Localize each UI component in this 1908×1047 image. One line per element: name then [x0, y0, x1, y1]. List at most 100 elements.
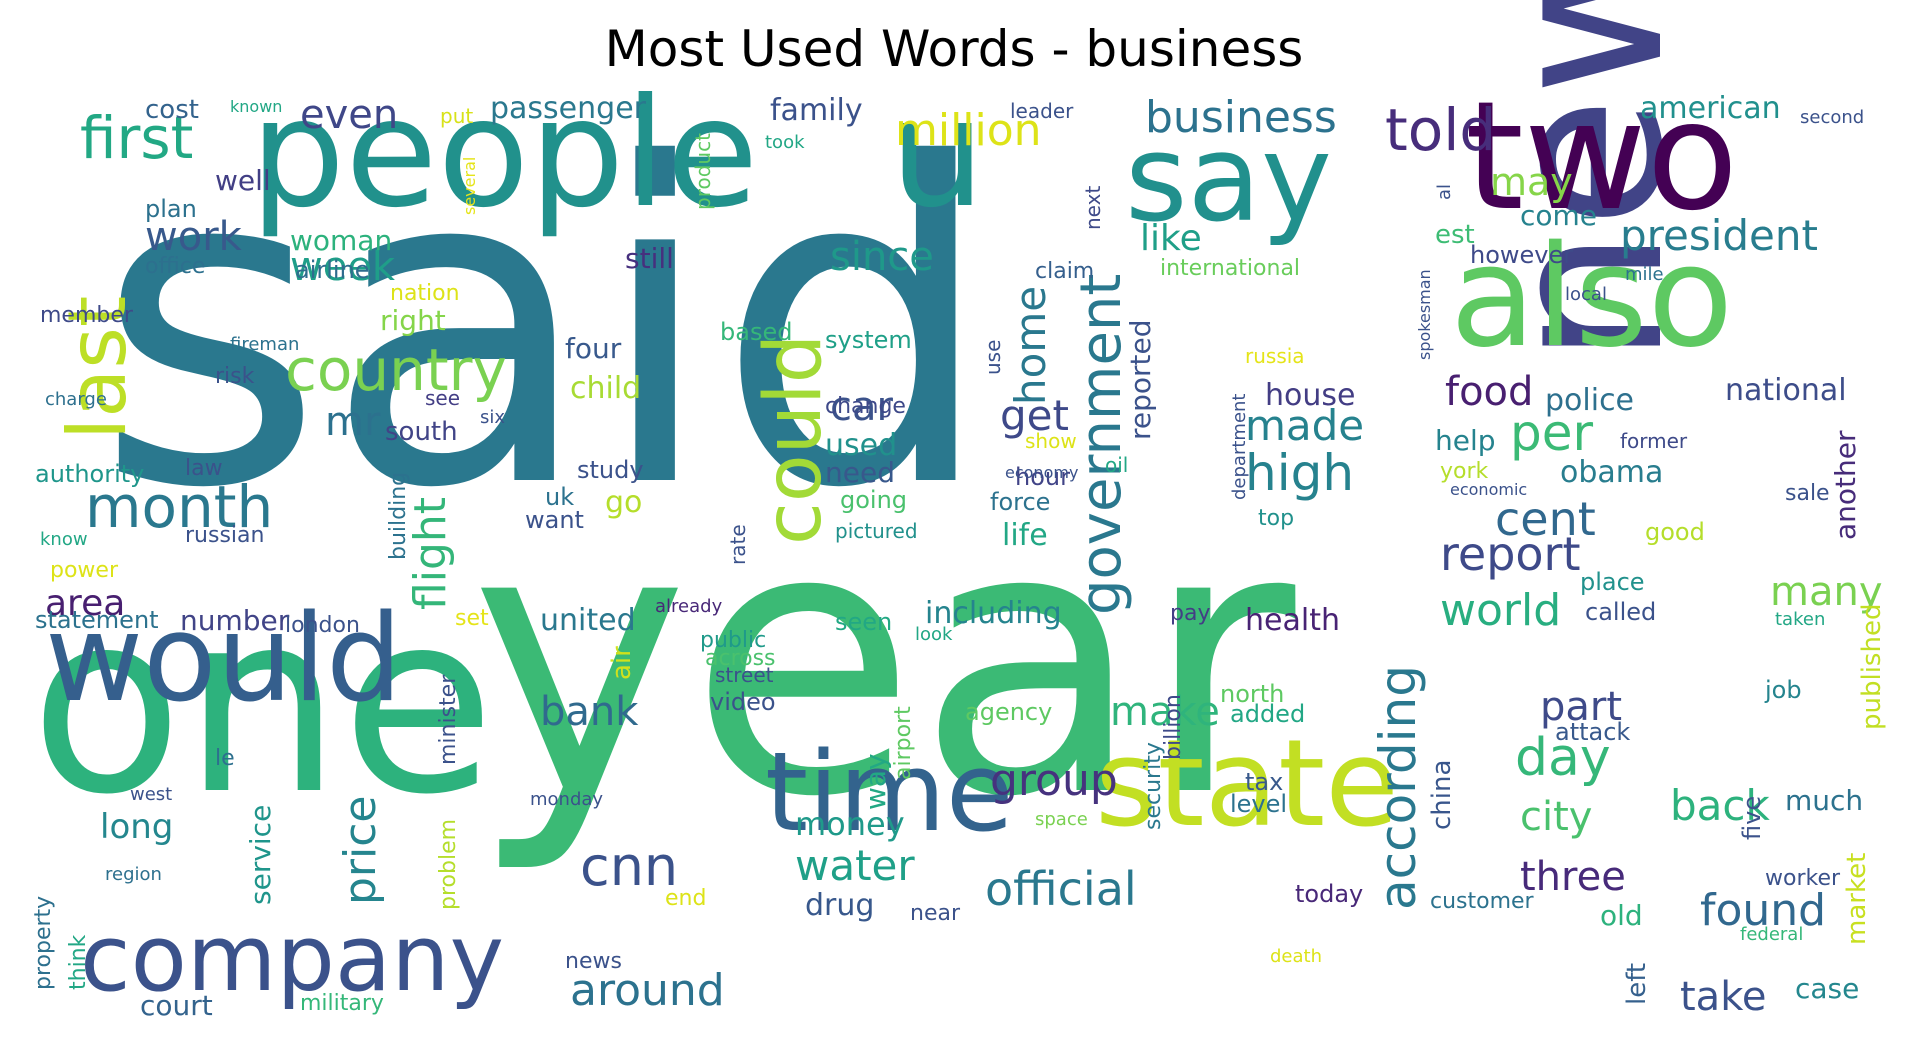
word-even: even [300, 92, 398, 138]
word-pictured: pictured [835, 519, 918, 543]
word-job: job [1764, 676, 1802, 704]
word-united: united [540, 603, 636, 638]
word-come: come [1520, 199, 1597, 232]
word-claim: claim [1035, 259, 1094, 284]
word-business: business [1145, 92, 1337, 143]
word-fireman: fireman [230, 334, 299, 355]
word-six: six [480, 407, 505, 428]
word-still: still [625, 242, 674, 275]
word-pay: pay [1170, 601, 1210, 626]
word-see: see [425, 386, 460, 410]
word-cost: cost [145, 95, 199, 125]
word-al: al [1434, 184, 1455, 200]
word-street: street [715, 663, 774, 687]
word-obama: obama [1560, 455, 1663, 490]
word-said: said [95, 72, 995, 584]
word-people: people [250, 67, 758, 241]
word-across: across [705, 646, 776, 671]
word-however: however [1470, 241, 1573, 269]
word-law: law [185, 456, 223, 481]
word-back: back [1670, 781, 1770, 830]
word-house: house [1265, 378, 1355, 413]
word-already: already [655, 596, 723, 617]
word-est: est [1435, 220, 1475, 250]
word-way: way [859, 753, 892, 810]
word-made: made [1245, 401, 1364, 450]
word-taken: taken [1775, 609, 1825, 630]
word-set: set [455, 606, 489, 631]
word-much: much [1785, 784, 1863, 817]
word-statement: statement [35, 606, 159, 634]
word-known: known [230, 97, 282, 116]
word-left: left [1622, 963, 1652, 1005]
word-today: today [1295, 880, 1363, 908]
word-make: make [1110, 689, 1220, 735]
word-want: want [525, 506, 584, 534]
word-drug: drug [805, 888, 874, 923]
word-region: region [105, 864, 162, 885]
word-took: took [765, 132, 805, 153]
word-department: department [1229, 394, 1250, 501]
word-including: including [925, 596, 1062, 631]
word-city: city [1520, 794, 1592, 840]
word-airline: airline [295, 256, 370, 284]
word-published: published [1857, 604, 1887, 730]
word-called: called [1585, 598, 1656, 626]
word-attack: attack [1555, 718, 1630, 746]
word-agency: agency [965, 698, 1052, 726]
word-work: work [145, 214, 243, 260]
word-also: also [1450, 216, 1733, 379]
chart-title: Most Used Words - business [604, 20, 1304, 78]
word-airport: airport [891, 706, 916, 780]
word-get: get [1000, 391, 1069, 440]
word-cent: cent [1495, 492, 1596, 546]
word-group: group [990, 755, 1118, 806]
word-two: two [1465, 70, 1738, 244]
word-force: force [990, 488, 1050, 516]
word-spokesman: spokesman [1415, 269, 1434, 360]
word-know: know [40, 529, 88, 550]
word-right: right [380, 304, 446, 337]
word-worker: worker [1765, 866, 1841, 891]
word-local: local [1565, 284, 1607, 305]
word-think: think [66, 934, 91, 990]
word-public: public [700, 628, 766, 653]
word-many: many [1770, 569, 1883, 615]
word-told: told [1385, 96, 1496, 164]
word-rate: rate [726, 524, 750, 565]
word-family: family [770, 93, 863, 128]
word-system: system [825, 326, 912, 354]
word-york: york [1440, 459, 1489, 484]
word-added: added [1230, 700, 1305, 728]
word-go: go [605, 485, 642, 520]
word-week: week [290, 244, 396, 290]
word-need: need [825, 456, 895, 489]
word-second: second [1800, 107, 1864, 128]
word-russia: russia [1245, 344, 1305, 368]
word-good: good [1645, 518, 1705, 546]
word-show: show [1025, 429, 1077, 453]
word-international: international [1160, 256, 1300, 281]
word-new: new [1460, 0, 1711, 365]
word-news: news [565, 949, 622, 974]
word-west: west [130, 784, 172, 805]
word-water: water [795, 841, 915, 890]
word-company: company [80, 905, 504, 1012]
word-former: former [1620, 429, 1688, 453]
word-tax: tax [1245, 768, 1283, 796]
word-month: month [85, 473, 273, 541]
word-country: country [285, 336, 507, 404]
word-change: change [825, 394, 906, 419]
word-charge: charge [45, 389, 107, 410]
word-billion: billion [1161, 694, 1186, 760]
word-military: military [300, 991, 384, 1016]
word-area: area [45, 583, 125, 624]
word-uk: uk [545, 483, 574, 511]
word-official: official [985, 862, 1137, 916]
word-life: life [1002, 518, 1048, 553]
word-cnn: cnn [580, 835, 678, 898]
word-one: one [30, 558, 495, 849]
word-hour: hour [1015, 463, 1070, 491]
word-monday: monday [530, 789, 603, 810]
